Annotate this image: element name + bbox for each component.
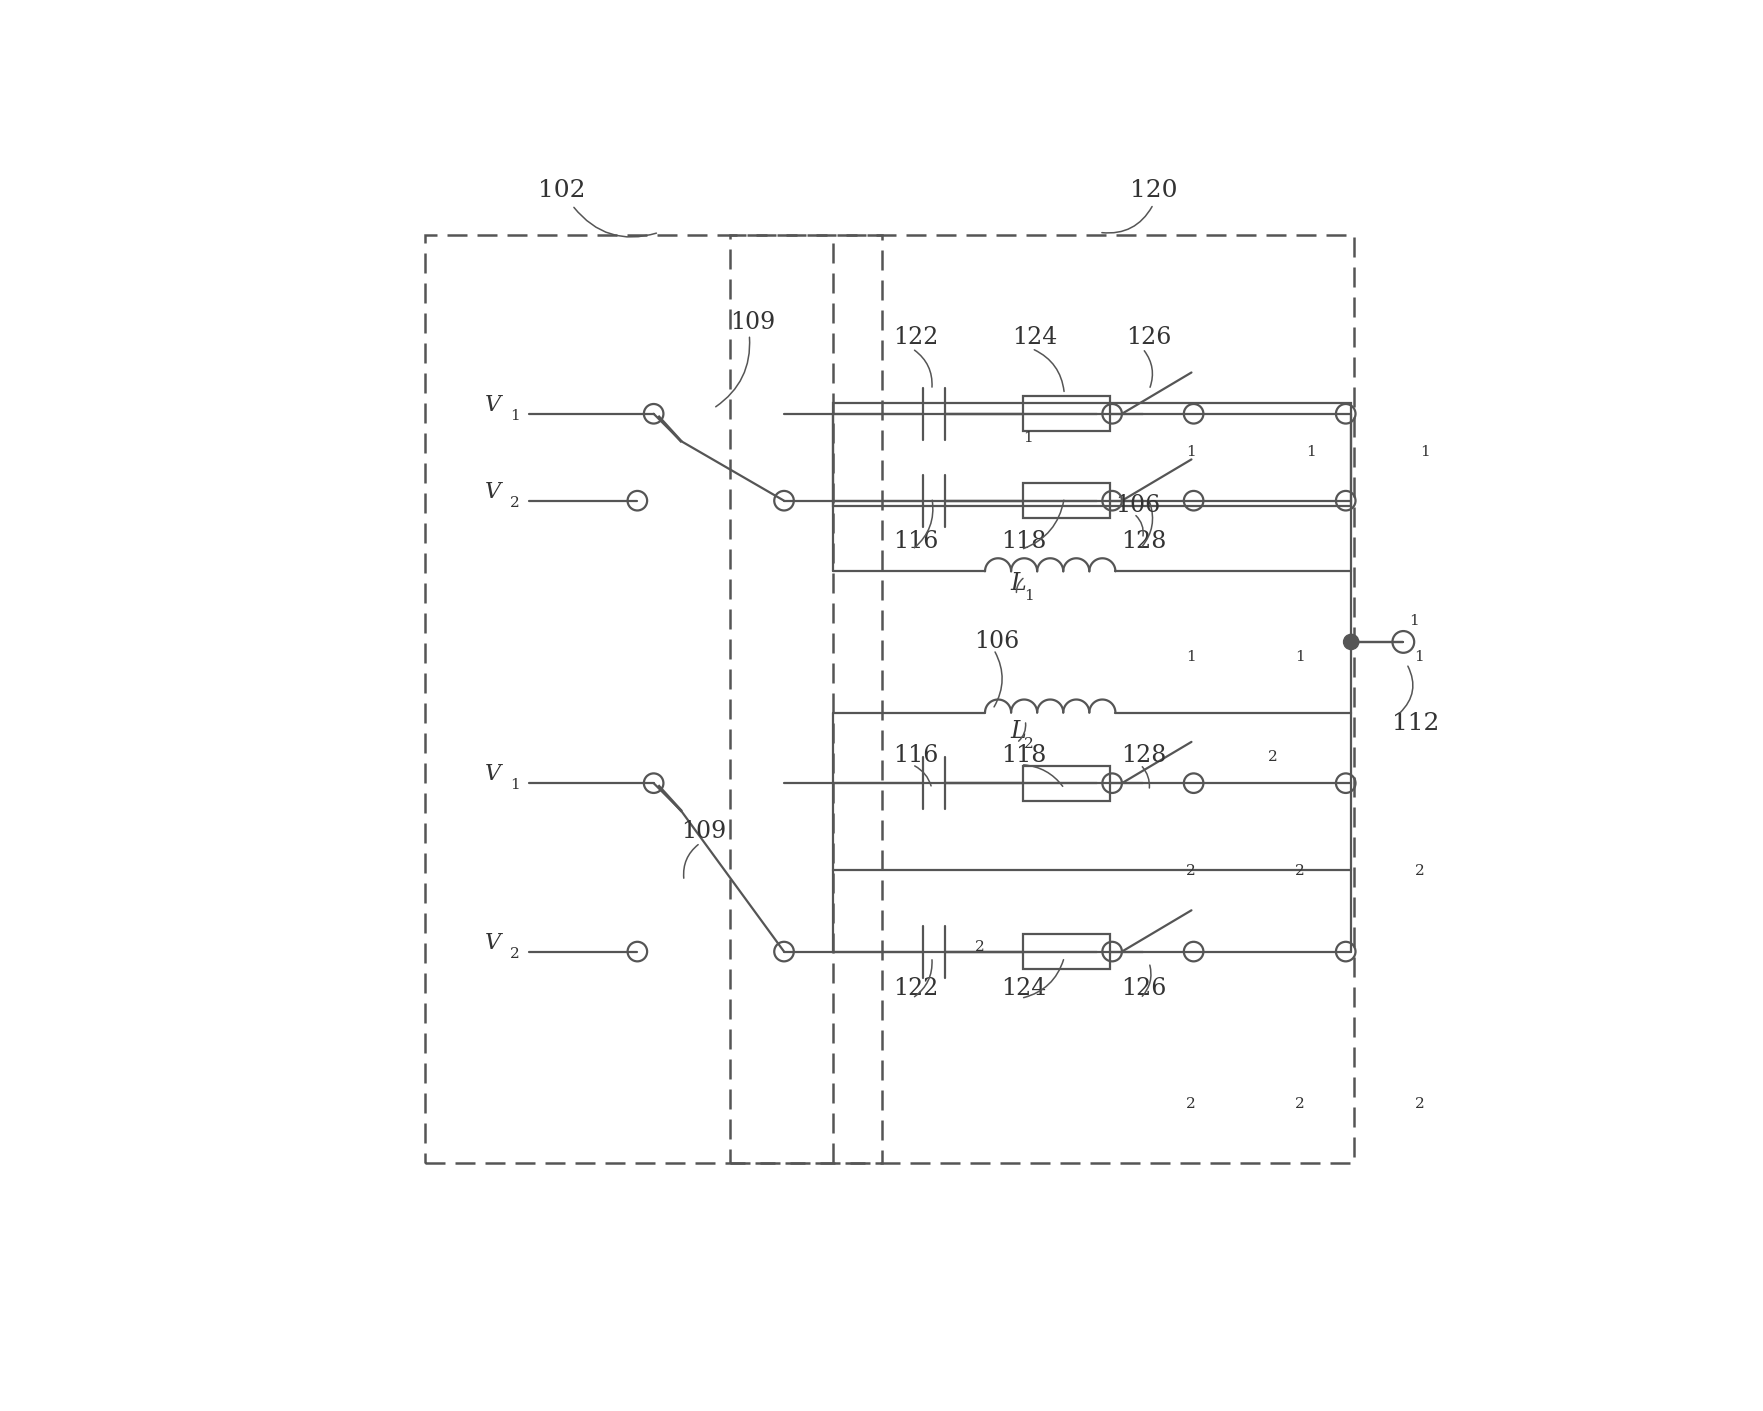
Text: 128: 128 (1121, 531, 1165, 553)
Text: 1: 1 (1024, 588, 1033, 602)
Text: 118: 118 (1001, 531, 1047, 553)
Text: 2: 2 (1186, 1098, 1195, 1112)
Text: 2: 2 (1296, 864, 1305, 878)
Text: 126: 126 (1121, 978, 1165, 1000)
Text: 120: 120 (1130, 179, 1178, 202)
Text: V: V (485, 931, 501, 954)
Text: 1: 1 (1419, 446, 1430, 460)
Text: 106: 106 (975, 629, 1019, 653)
Text: L: L (1010, 720, 1026, 744)
Text: 112: 112 (1393, 713, 1440, 735)
Text: 2: 2 (1268, 749, 1278, 763)
Text: 1: 1 (1296, 649, 1305, 663)
Text: 122: 122 (892, 978, 938, 1000)
Text: 106: 106 (1116, 494, 1160, 516)
Text: 1: 1 (1023, 432, 1033, 446)
Text: 102: 102 (538, 179, 585, 202)
Bar (1023, 934, 1111, 969)
Text: 1: 1 (1414, 649, 1425, 663)
Text: 2: 2 (1186, 864, 1195, 878)
Text: 128: 128 (1121, 744, 1165, 768)
Text: 116: 116 (892, 744, 938, 768)
Text: 1: 1 (1409, 614, 1419, 628)
Text: 109: 109 (730, 312, 776, 334)
Text: 124: 124 (1012, 326, 1058, 349)
Text: 126: 126 (1127, 326, 1172, 349)
Bar (1023, 396, 1111, 432)
Text: V: V (485, 763, 501, 786)
Text: 2: 2 (1414, 1098, 1425, 1112)
Bar (425, 234, 882, 1164)
Text: V: V (485, 481, 501, 502)
Circle shape (1343, 635, 1359, 649)
Text: 124: 124 (1001, 978, 1047, 1000)
Text: 2: 2 (975, 940, 984, 954)
Text: 1: 1 (1186, 446, 1195, 460)
Text: 2: 2 (510, 495, 520, 509)
Text: 2: 2 (1414, 864, 1425, 878)
Bar (832, 404, 1350, 507)
Text: 2: 2 (1024, 737, 1033, 751)
Text: L: L (1010, 573, 1026, 595)
Text: 118: 118 (1001, 744, 1047, 768)
Text: 122: 122 (892, 326, 938, 349)
Text: 1: 1 (510, 409, 520, 423)
Text: 1: 1 (510, 779, 520, 793)
Text: 1: 1 (1186, 649, 1195, 663)
Text: 2: 2 (1296, 1098, 1305, 1112)
Bar (1023, 766, 1111, 800)
Text: V: V (485, 394, 501, 416)
Bar (730, 234, 1354, 1164)
Text: 109: 109 (681, 820, 726, 842)
Text: 116: 116 (892, 531, 938, 553)
Text: 2: 2 (510, 947, 520, 961)
Text: 1: 1 (1306, 446, 1315, 460)
Bar (1023, 484, 1111, 518)
